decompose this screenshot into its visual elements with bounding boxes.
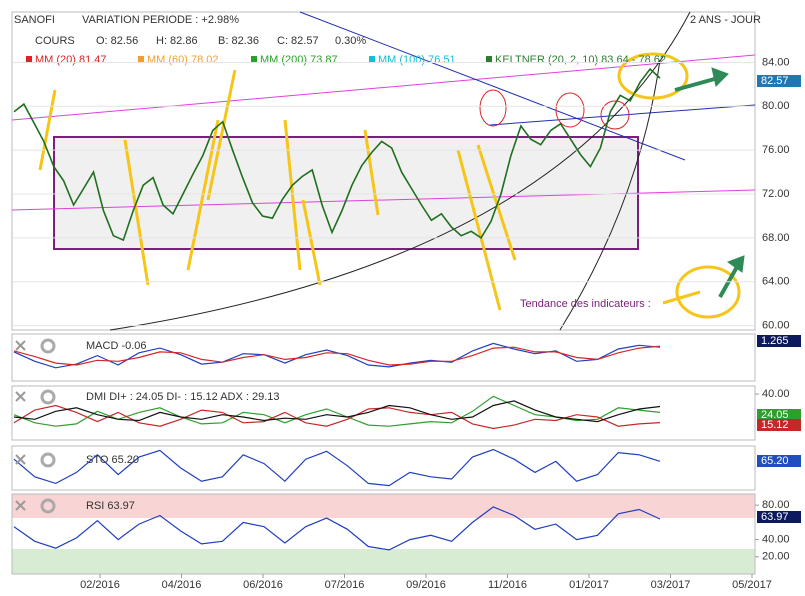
settings-icon xyxy=(40,452,56,468)
indicator-title: RSI 63.97 xyxy=(86,500,135,512)
y-tick-label: 20.00 xyxy=(762,551,790,563)
close-icon xyxy=(15,391,26,402)
highlight-circle xyxy=(675,265,741,319)
quote-item: B: 82.36 xyxy=(218,35,259,47)
sto-panel xyxy=(11,445,756,491)
y-tick-label: 64.00 xyxy=(762,276,790,288)
rsi-overbought-zone xyxy=(12,494,755,518)
indicator-title: DMI DI+ : 24.05 DI- : 15.12 ADX : 29.13 xyxy=(86,391,280,403)
x-tick-label: 01/2017 xyxy=(569,579,609,591)
x-tick-label: 11/2016 xyxy=(488,579,527,591)
price-tag xyxy=(757,335,801,347)
price-tag-label: 65.20 xyxy=(761,455,789,467)
y-tick-label: 40.00 xyxy=(762,533,790,545)
quote-item: 0.30% xyxy=(335,35,366,47)
instrument: SANOFI xyxy=(14,14,55,26)
indicator-title: MACD -0.06 xyxy=(86,340,147,352)
price-tag xyxy=(757,419,801,431)
trend-line xyxy=(299,11,686,161)
curve xyxy=(109,11,691,331)
price-tag xyxy=(757,511,801,523)
range-box xyxy=(53,136,639,250)
price-tag xyxy=(757,75,801,87)
period: 2 ANS - JOUR xyxy=(690,14,761,26)
red-circles xyxy=(479,89,630,130)
series-line xyxy=(13,345,661,366)
x-tick-label: 07/2016 xyxy=(325,579,365,591)
legend-entry: KELTNER (20, 2, 10) 83.64 - 78.62 xyxy=(495,54,666,66)
x-tick-label: 05/2017 xyxy=(732,579,772,591)
quote-item: C: 82.57 xyxy=(277,35,319,47)
price-tag xyxy=(757,455,801,467)
main-panel xyxy=(11,11,756,331)
y-tick-label: 80.00 xyxy=(762,100,790,112)
trend-line xyxy=(11,54,756,121)
dmi-panel xyxy=(11,385,756,441)
quote-item: H: 82.86 xyxy=(156,35,198,47)
legend-entry: MM (20) 81.47 xyxy=(35,54,107,66)
y-tick-label: 80.00 xyxy=(762,499,790,511)
legend-swatch xyxy=(369,56,375,62)
annotation: Tendance des indicateurs : xyxy=(520,298,651,310)
y-tick-label: 76.00 xyxy=(762,144,790,156)
price-tag-label: 15.12 xyxy=(761,419,789,431)
series-line xyxy=(13,395,661,427)
legend-entry: MM (100) 76.51 xyxy=(378,54,456,66)
rsi-oversold-zone xyxy=(12,549,755,574)
settings-icon xyxy=(40,389,56,405)
x-tick-label: 09/2016 xyxy=(406,579,446,591)
variation: VARIATION PERIODE : +2.98% xyxy=(82,14,239,26)
series-line xyxy=(13,67,661,242)
series-line xyxy=(13,448,661,487)
close-icon xyxy=(15,340,26,351)
series-line xyxy=(13,404,661,430)
close-icon xyxy=(15,454,26,465)
x-tick-label: 02/2016 xyxy=(80,579,120,591)
price-tag-label: 24.05 xyxy=(761,409,789,421)
rsi-panel xyxy=(11,493,756,575)
settings-icon xyxy=(40,498,56,514)
legend-swatch xyxy=(26,56,32,62)
legend-swatch xyxy=(486,56,492,62)
legend-swatch xyxy=(138,56,144,62)
highlight-circle xyxy=(617,52,689,100)
y-tick-label: 68.00 xyxy=(762,232,790,244)
close-icon xyxy=(15,500,26,511)
macd-panel xyxy=(11,333,756,382)
price-tag-label: 82.57 xyxy=(761,75,789,87)
legend-entry: MM (60) 78.02 xyxy=(147,54,219,66)
trend-arrows xyxy=(674,67,745,298)
price-tag xyxy=(757,409,801,421)
x-tick-label: 06/2016 xyxy=(243,579,283,591)
trend-line xyxy=(489,104,756,126)
series-line xyxy=(13,506,661,551)
y-tick-label: 84.00 xyxy=(762,56,790,68)
price-tag-label: 1.265 xyxy=(761,335,789,347)
yellow-lines xyxy=(38,69,701,311)
x-tick-label: 04/2016 xyxy=(162,579,202,591)
quote-item: O: 82.56 xyxy=(96,35,138,47)
legend-entry: MM (200) 73.87 xyxy=(260,54,338,66)
indicator-title: STO 65.20 xyxy=(86,454,139,466)
y-tick-label: 40.00 xyxy=(762,388,790,400)
series-line xyxy=(13,400,661,423)
curve xyxy=(559,59,661,331)
y-tick-label: 60.00 xyxy=(762,320,790,332)
y-tick-label: 72.00 xyxy=(762,188,790,200)
legend-swatch xyxy=(251,56,257,62)
price-tag-label: 63.97 xyxy=(761,511,789,523)
quote-item: COURS xyxy=(35,35,75,47)
settings-icon xyxy=(40,338,56,354)
x-tick-label: 03/2017 xyxy=(651,579,691,591)
